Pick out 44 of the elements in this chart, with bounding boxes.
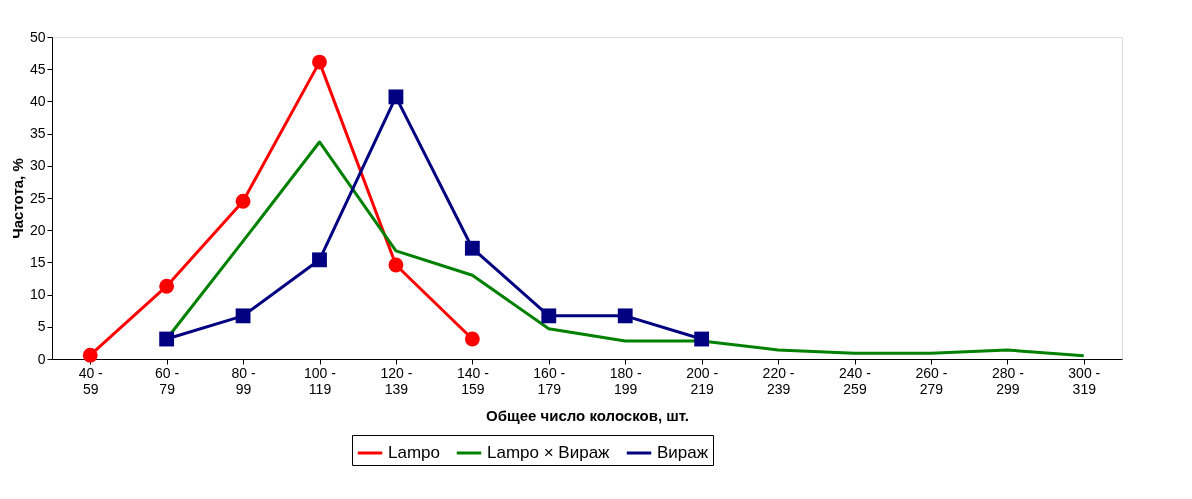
y-tick-label: 15 — [29, 253, 46, 270]
point — [235, 193, 251, 209]
x-tick-label: 120 - 139 — [380, 364, 413, 397]
y-axis-title: Частота, % — [8, 158, 26, 239]
y-tick-label: 30 — [29, 157, 46, 174]
point — [235, 308, 251, 324]
x-axis-title: Общее число колосков, шт. — [486, 406, 689, 424]
x-tick-label: 80 - 99 — [231, 364, 256, 397]
y-tick-label: 0 — [37, 350, 46, 367]
point — [617, 308, 633, 324]
point — [159, 278, 175, 294]
x-tick-label: 160 - 179 — [533, 364, 566, 397]
x-tick-label: 280 - 299 — [991, 364, 1025, 397]
x-tick-label: 180 - 199 — [609, 364, 642, 397]
x-tick-label: 260 - 279 — [915, 364, 948, 397]
y-tick-label: 25 — [29, 189, 46, 206]
y-tick-label: 45 — [29, 60, 46, 77]
y-tick-label: 10 — [29, 286, 46, 303]
y-tick-label: 20 — [29, 221, 46, 238]
legend-label: Lampo × Вираж — [487, 443, 611, 462]
x-tick-label: 40 - 59 — [78, 364, 104, 397]
point — [388, 89, 404, 105]
x-tick-label: 200 - 219 — [686, 364, 719, 397]
y-tick-label: 5 — [37, 318, 46, 335]
point — [159, 331, 175, 347]
point — [82, 347, 98, 363]
legend-label: Lampo — [388, 443, 440, 462]
x-tick-label: 100 - 119 — [304, 364, 337, 397]
point — [388, 257, 404, 273]
x-tick-label: 60 - 79 — [155, 364, 180, 397]
x-tick-label: 300 - 319 — [1068, 364, 1101, 397]
y-tick-label: 50 — [29, 28, 46, 45]
x-tick-label: 240 - 259 — [839, 364, 872, 397]
legend-label: Вираж — [657, 443, 709, 462]
point — [464, 331, 480, 347]
y-tick-label: 35 — [29, 125, 46, 142]
point — [541, 308, 557, 324]
point — [464, 240, 480, 256]
x-tick-label: 140 - 159 — [456, 364, 490, 397]
point — [694, 331, 710, 347]
point — [312, 252, 327, 268]
x-tick-label: 220 - 239 — [762, 364, 795, 397]
point — [312, 54, 327, 70]
y-tick-label: 40 — [29, 92, 46, 109]
